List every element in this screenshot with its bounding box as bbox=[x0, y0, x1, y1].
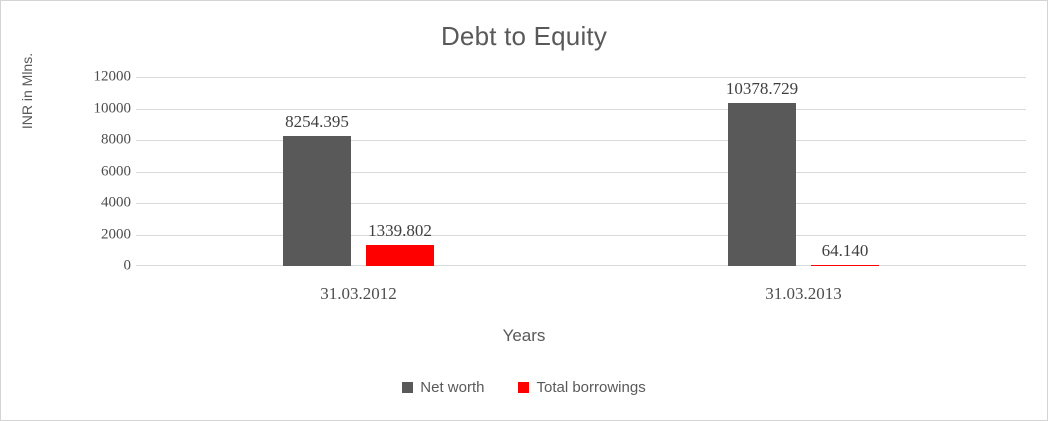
gridline bbox=[136, 234, 1026, 236]
category-label: 31.03.2013 bbox=[765, 284, 842, 303]
legend-label: Net worth bbox=[420, 379, 485, 396]
data-label: 8254.395 bbox=[285, 111, 349, 131]
chart-title: Debt to Equity bbox=[440, 21, 608, 51]
category-label: 31.03.2012 bbox=[320, 284, 397, 303]
data-label: 1339.802 bbox=[368, 220, 432, 240]
legend-item-total-borrowings[interactable]: Total borrowings bbox=[518, 379, 646, 396]
legend-label: Total borrowings bbox=[536, 379, 646, 396]
gridline bbox=[136, 171, 1026, 173]
bar-net-worth-31.03.2013[interactable] bbox=[728, 102, 796, 266]
y-axis-title: INR in Mlns. bbox=[19, 52, 35, 130]
gridline bbox=[136, 108, 1026, 110]
data-label: 64.140 bbox=[821, 240, 869, 260]
gridline bbox=[136, 203, 1026, 204]
x-axis-title: Years bbox=[502, 326, 546, 345]
y-axis-tick-label: 12000 bbox=[93, 68, 132, 85]
legend-swatch-icon bbox=[402, 382, 414, 393]
bar-total-borrowings-31.03.2013[interactable] bbox=[811, 265, 879, 266]
y-axis-tick-label: 0 bbox=[123, 257, 132, 274]
legend-swatch-icon bbox=[518, 382, 530, 393]
legend-item-net-worth[interactable]: Net worth bbox=[402, 379, 484, 396]
y-axis-tick-labels: 0 2000 4000 6000 8000 10000 12000 bbox=[53, 69, 132, 274]
bar-net-worth-31.03.2012[interactable] bbox=[283, 136, 351, 266]
y-axis-tick-label: 8000 bbox=[101, 131, 131, 148]
plot-area bbox=[136, 77, 1026, 266]
gridline bbox=[136, 77, 1026, 78]
y-axis-tick-label: 4000 bbox=[101, 194, 131, 211]
y-axis-tick-label: 10000 bbox=[93, 100, 132, 116]
data-label: 10378.729 bbox=[725, 78, 799, 98]
y-axis-tick-label: 2000 bbox=[101, 226, 131, 242]
bar-total-borrowings-31.03.2012[interactable] bbox=[366, 244, 434, 266]
y-axis-tick-label: 6000 bbox=[101, 163, 131, 179]
x-axis-line bbox=[136, 265, 1026, 266]
gridline bbox=[136, 140, 1026, 141]
chart-legend: Net worth Total borrowings bbox=[1, 379, 1047, 396]
